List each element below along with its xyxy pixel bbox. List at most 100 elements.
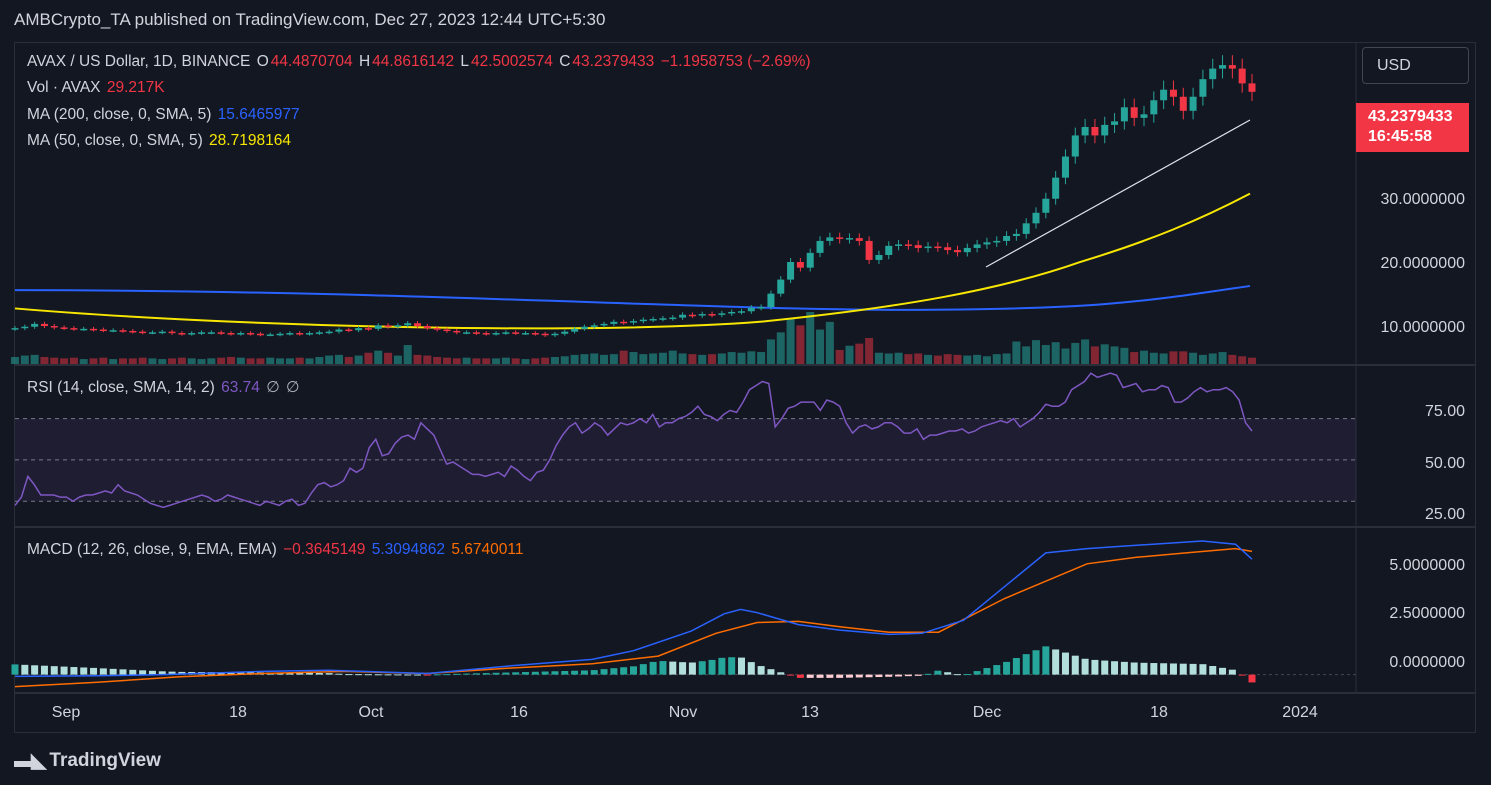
candle-body bbox=[286, 333, 294, 335]
macd-histogram-bar bbox=[777, 672, 785, 675]
volume-bar bbox=[1189, 352, 1198, 364]
macd-histogram-bar bbox=[718, 657, 726, 675]
volume-bar bbox=[649, 353, 658, 364]
candle-body bbox=[885, 245, 893, 255]
ma200-legend[interactable]: MA (200, close, 0, SMA, 5) 15.6465977 bbox=[27, 106, 302, 124]
macd-histogram-bar bbox=[109, 668, 117, 675]
candle-body bbox=[335, 329, 343, 332]
macd-histogram-bar bbox=[1179, 663, 1187, 675]
candle-body bbox=[787, 262, 795, 280]
candle-body bbox=[453, 330, 461, 333]
volume-bar bbox=[452, 358, 461, 364]
volume-bar bbox=[550, 356, 559, 364]
macd-histogram-bar bbox=[649, 661, 657, 675]
change-value: −1.1958753 (−2.69%) bbox=[660, 53, 811, 70]
candle-body bbox=[953, 250, 961, 253]
macd-histogram-bar bbox=[983, 668, 991, 675]
candle-body bbox=[855, 238, 863, 241]
volume-bar bbox=[835, 349, 844, 364]
x-tick-2024: 2024 bbox=[1282, 704, 1318, 721]
volume-bar bbox=[315, 356, 324, 364]
macd-histogram-bar bbox=[522, 672, 530, 675]
macd-histogram-bar bbox=[423, 674, 431, 676]
macd-histogram-bar bbox=[119, 669, 127, 675]
volume-bar bbox=[472, 358, 481, 364]
macd-histogram-bar bbox=[296, 672, 304, 675]
candle-body bbox=[1209, 68, 1217, 80]
volume-bar bbox=[953, 354, 962, 364]
macd-histogram-bar bbox=[1022, 654, 1030, 675]
volume-bar bbox=[305, 358, 314, 364]
volume-bar bbox=[1012, 341, 1021, 364]
candle-body bbox=[11, 328, 19, 330]
volume-bar bbox=[79, 359, 88, 364]
macd-histogram-bar bbox=[315, 673, 323, 675]
candle-body bbox=[983, 242, 991, 245]
volume-bar bbox=[1179, 351, 1188, 364]
macd-histogram-bar bbox=[139, 670, 147, 675]
volume-bar bbox=[40, 356, 49, 364]
macd-histogram-bar bbox=[1219, 667, 1227, 675]
volume-bar bbox=[462, 357, 471, 364]
volume-bar bbox=[531, 358, 540, 364]
macd-histogram-bar bbox=[600, 669, 608, 675]
candle-body bbox=[914, 245, 922, 248]
volume-bar bbox=[963, 355, 972, 364]
candle-body bbox=[1120, 107, 1128, 122]
macd-histogram-bar bbox=[482, 673, 490, 675]
candle-body bbox=[600, 323, 608, 326]
candle-body bbox=[580, 326, 588, 329]
macd-histogram-bar bbox=[1003, 661, 1011, 675]
macd-histogram-bar bbox=[767, 669, 775, 675]
macd-histogram-bar bbox=[610, 668, 618, 675]
macd-histogram-bar bbox=[512, 672, 520, 675]
volume-bar bbox=[1110, 346, 1119, 364]
macd-histogram-bar bbox=[1140, 662, 1148, 675]
volume-bar bbox=[1022, 346, 1031, 364]
macd-legend[interactable]: MACD (12, 26, close, 9, EMA, EMA) −0.364… bbox=[27, 541, 525, 559]
volume-bar bbox=[1140, 350, 1149, 364]
candle-body bbox=[423, 326, 431, 329]
volume-bar bbox=[285, 358, 294, 364]
volume-bar bbox=[1159, 353, 1168, 364]
chart-panel[interactable] bbox=[14, 42, 1476, 733]
macd-histogram-bar bbox=[865, 674, 873, 678]
volume-bar bbox=[560, 356, 569, 364]
candle-body bbox=[1032, 212, 1040, 224]
macd-line bbox=[14, 540, 1253, 678]
volume-bar bbox=[521, 359, 530, 364]
macd-histogram-bar bbox=[50, 666, 58, 675]
macd-histogram-bar bbox=[757, 666, 765, 675]
open-label: O bbox=[256, 53, 269, 70]
macd-histogram-bar bbox=[1150, 663, 1158, 675]
macd-histogram-bar bbox=[904, 674, 912, 677]
candle-body bbox=[1160, 89, 1168, 101]
macd-histogram-bar bbox=[31, 665, 39, 675]
rsi-legend[interactable]: RSI (14, close, SMA, 14, 2) 63.74 ∅ ∅ bbox=[27, 378, 302, 397]
ma50-legend[interactable]: MA (50, close, 0, SMA, 5) 28.7198164 bbox=[27, 132, 293, 150]
macd-histogram-bar bbox=[836, 674, 844, 678]
close-label: C bbox=[559, 53, 571, 70]
symbol-legend[interactable]: AVAX / US Dollar, 1D, BINANCE O 44.487070… bbox=[27, 53, 813, 71]
volume-bar bbox=[384, 352, 393, 364]
publish-line: AMBCrypto_TA published on TradingView.co… bbox=[14, 10, 606, 29]
tradingview-logo[interactable]: ▬◣ TradingView bbox=[14, 748, 161, 773]
volume-bar bbox=[325, 355, 334, 364]
macd-histogram-bar bbox=[325, 673, 333, 675]
volume-bar bbox=[60, 358, 69, 364]
macd-histogram-bar bbox=[1101, 660, 1109, 675]
volume-bar bbox=[207, 358, 216, 364]
macd-histogram-bar bbox=[1209, 666, 1217, 675]
currency-button[interactable]: USD bbox=[1362, 47, 1469, 84]
trendline bbox=[985, 119, 1251, 268]
macd-histogram-bar bbox=[40, 665, 48, 675]
macd-histogram-bar bbox=[1169, 663, 1177, 675]
volume-legend[interactable]: Vol · AVAX 29.217K bbox=[27, 79, 167, 97]
macd-histogram-bar bbox=[571, 670, 579, 675]
candle-body bbox=[1248, 83, 1256, 92]
candle-body bbox=[659, 318, 667, 320]
volume-bar bbox=[806, 312, 815, 364]
macd-histogram-bar bbox=[914, 674, 922, 676]
macd-hist-value: −0.3645149 bbox=[283, 541, 366, 558]
